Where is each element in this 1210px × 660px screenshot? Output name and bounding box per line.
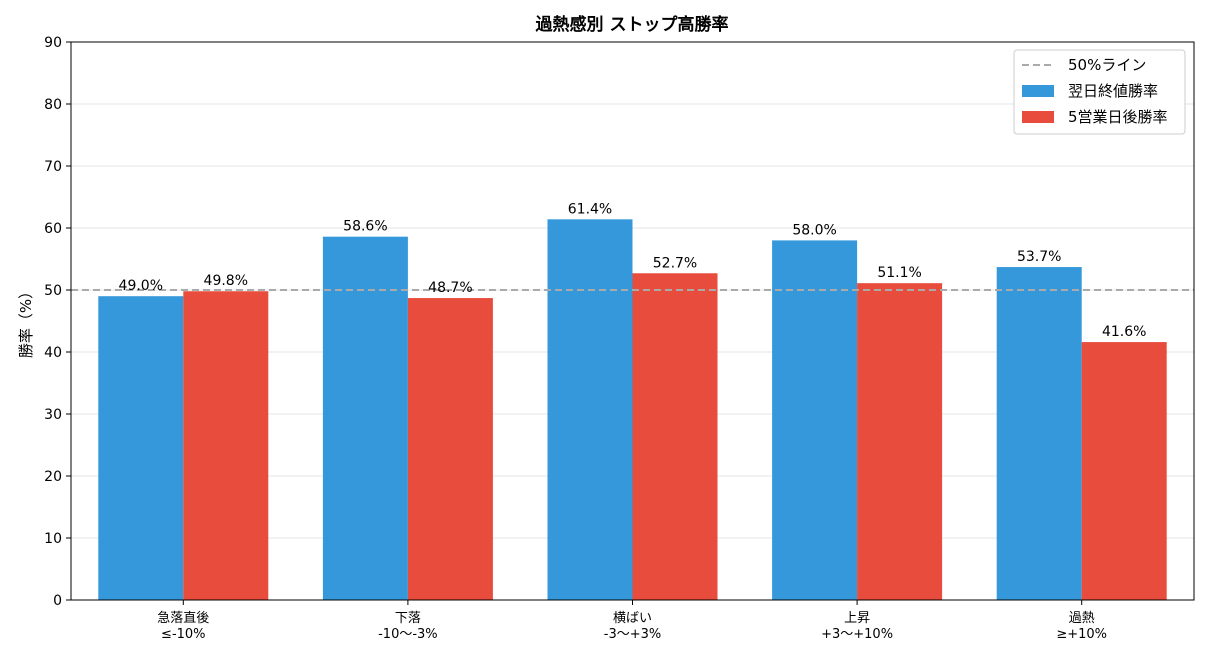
x-tick-label: ≥+10% [1056, 627, 1107, 642]
data-label: 58.6% [343, 219, 387, 235]
legend-swatch [1022, 85, 1054, 97]
bar [98, 296, 184, 600]
y-tick-label: 10 [44, 531, 62, 547]
x-tick-label: 下落 [395, 611, 421, 626]
bar [632, 273, 718, 600]
bar [1081, 342, 1167, 600]
x-tick-label: +3〜+10% [821, 627, 893, 642]
y-axis: 0 10 20 30 40 50 60 70 80 90 [44, 35, 71, 609]
x-tick-label: 横ばい [613, 611, 652, 626]
y-tick-label: 30 [44, 407, 62, 423]
bar [183, 291, 269, 600]
bar [857, 283, 943, 600]
bar [772, 240, 858, 600]
y-tick-label: 40 [44, 345, 62, 361]
legend-label: 50%ライン [1068, 56, 1146, 74]
y-tick-label: 20 [44, 469, 62, 485]
data-label: 41.6% [1102, 324, 1146, 340]
data-label: 51.1% [877, 265, 921, 281]
x-tick-label: -3〜+3% [604, 627, 661, 642]
data-labels: 49.0% 49.8% 58.6% 48.7% 61.4% 52.7% 58.0% 51.1%… [119, 201, 1147, 340]
bar [996, 267, 1082, 600]
x-tick-label: 急落直後 [157, 611, 209, 626]
data-label: 49.0% [119, 278, 163, 294]
data-label: 58.0% [792, 222, 836, 238]
chart-title: 過熱感別 ストップ高勝率 [536, 14, 729, 35]
x-tick-label: ≤-10% [161, 627, 205, 642]
legend-label: 5営業日後勝率 [1068, 108, 1168, 126]
bars [98, 219, 1167, 600]
x-tick-label: 上昇 [844, 611, 870, 626]
x-tick-label: -10〜-3% [378, 627, 438, 642]
y-tick-label: 0 [53, 593, 62, 609]
data-label: 61.4% [568, 201, 612, 217]
data-label: 48.7% [428, 280, 472, 296]
legend-swatch [1022, 111, 1054, 123]
data-label: 49.8% [204, 273, 248, 289]
y-axis-label: 勝率（%） [17, 284, 35, 358]
data-label: 53.7% [1017, 249, 1061, 265]
x-axis: 急落直後≤-10% 下落-10〜-3% 横ばい-3〜+3% 上昇+3〜+10% 過熱≥+… [157, 600, 1107, 642]
bar [407, 298, 493, 600]
bar [547, 219, 633, 600]
bar [322, 236, 408, 600]
y-tick-label: 70 [44, 159, 62, 175]
y-tick-label: 50 [44, 283, 62, 299]
x-tick-label: 過熱 [1069, 611, 1095, 626]
legend-label: 翌日終値勝率 [1068, 82, 1158, 100]
data-label: 52.7% [653, 255, 697, 271]
legend-frame [1013, 49, 1186, 135]
y-tick-label: 60 [44, 221, 62, 237]
y-tick-label: 90 [44, 35, 62, 51]
y-tick-label: 80 [44, 97, 62, 113]
